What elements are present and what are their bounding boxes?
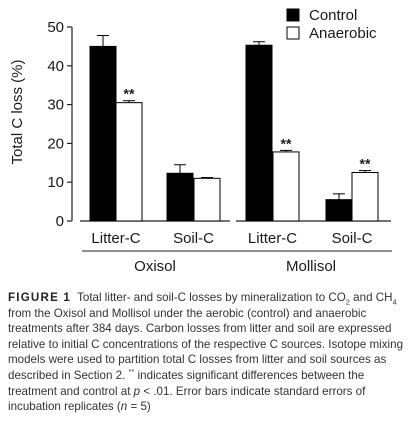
chart-axes: 0 10 20 30 40 50	[47, 19, 392, 252]
panel-mollisol: ** Litter-C ** Soil-C Mollisol	[236, 41, 391, 275]
caption-text-4: indicates significant differences betwee…	[8, 368, 365, 398]
category-label-soil-c-oxisol: Soil-C	[173, 230, 214, 247]
caption-text-1: Total litter- and soil-C losses by miner…	[77, 291, 346, 304]
caption-text-2: and CH	[349, 291, 393, 304]
figure-caption: FIGURE 1 Total litter- and soil-C losses …	[8, 290, 410, 415]
y-tick-label-0: 0	[56, 213, 64, 230]
bar-control-litter-c-oxisol	[89, 45, 117, 222]
bar-control-soil-c-oxisol	[166, 172, 194, 222]
y-tick-label-40: 40	[47, 58, 64, 75]
y-tick-label-30: 30	[47, 97, 64, 114]
y-tick-label-10: 10	[47, 174, 64, 191]
bar-control-soil-c-mollisol	[325, 199, 353, 222]
panel-label-mollisol: Mollisol	[286, 258, 336, 275]
bar-chart: 0 10 20 30 40 50 ** Litter-C Soil-C Oxisol ** Litt…	[9, 7, 392, 275]
caption-label: FIGURE 1	[8, 291, 72, 304]
y-tick-label-20: 20	[47, 135, 64, 152]
category-label-litter-c-oxisol: Litter-C	[91, 230, 140, 247]
caption-sup: **	[128, 367, 135, 377]
caption-n: n	[120, 400, 128, 414]
bar-anaerobic-litter-c-mollisol	[272, 151, 300, 222]
caption-text-6: = 5)	[127, 400, 151, 414]
panel-oxisol: ** Litter-C Soil-C Oxisol	[80, 35, 230, 275]
caption-sub-1: 2	[345, 297, 350, 307]
y-axis-label: Total C loss (%)	[9, 59, 26, 164]
significance-anaerobic-soil-c-mollisol: **	[360, 156, 371, 172]
bar-anaerobic-soil-c-mollisol	[351, 172, 379, 222]
panel-label-oxisol: Oxisol	[134, 258, 176, 275]
bar-anaerobic-soil-c-oxisol	[193, 177, 221, 222]
legend-swatch-control	[286, 8, 300, 22]
category-label-soil-c-mollisol: Soil-C	[332, 230, 373, 247]
caption-text-3: from the Oxisol and Mollisol under the a…	[8, 306, 404, 382]
legend-label-control: Control	[309, 7, 357, 24]
bar-control-litter-c-mollisol	[245, 44, 273, 222]
caption-p: p	[133, 384, 141, 398]
legend-swatch-anaerobic	[286, 26, 300, 40]
chart-panels: ** Litter-C Soil-C Oxisol ** Litter-C ** Soil-C…	[80, 35, 391, 275]
caption-text-5: < .01. Error bars indicate standard erro…	[8, 384, 366, 414]
legend-label-anaerobic: Anaerobic	[309, 25, 377, 42]
bar-anaerobic-litter-c-oxisol	[115, 102, 143, 222]
significance-anaerobic-litter-c-mollisol: **	[281, 135, 292, 151]
significance-anaerobic-litter-c-oxisol: **	[124, 86, 135, 102]
y-tick-label-50: 50	[47, 19, 64, 36]
caption-sub-2: 4	[392, 297, 397, 307]
category-label-litter-c-mollisol: Litter-C	[248, 230, 297, 247]
